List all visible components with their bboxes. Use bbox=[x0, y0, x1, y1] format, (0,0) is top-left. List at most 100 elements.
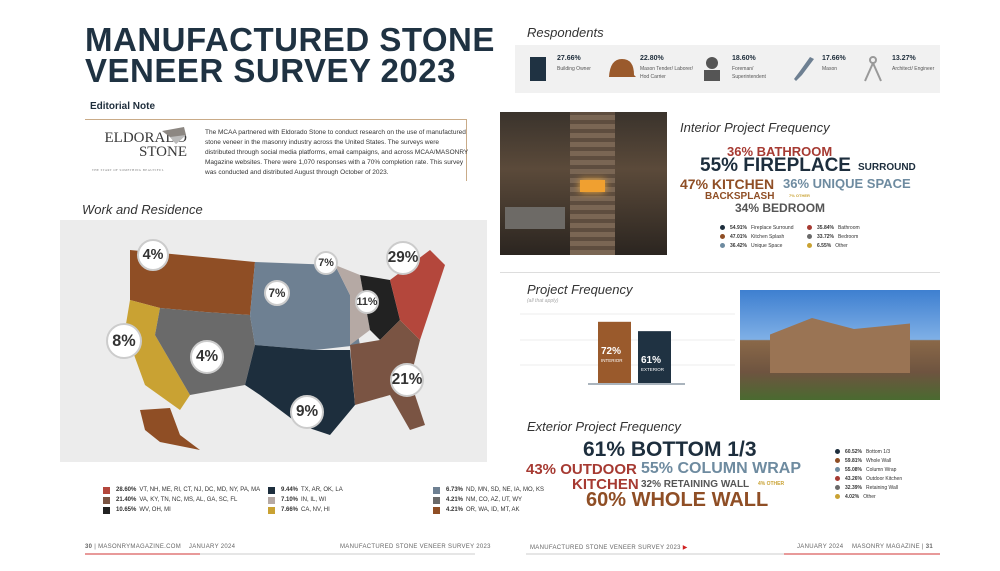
divider bbox=[500, 272, 940, 273]
legend-pct: 7.10% bbox=[281, 497, 299, 503]
legend-label: Kitchen Splash bbox=[750, 233, 785, 240]
legend-states: WV, OH, MI bbox=[139, 507, 171, 513]
legend-pct: 55.08% bbox=[845, 466, 862, 473]
legend-states: NM, CO, AZ, UT, WY bbox=[466, 497, 523, 503]
legend-swatch bbox=[433, 486, 440, 494]
respondent-pct: 22.80% bbox=[640, 55, 664, 62]
editorial-text: The MCAA partnered with Eldorado Stone t… bbox=[205, 129, 469, 176]
respondent-item: 13.27% Architect/ Engineer bbox=[860, 55, 947, 82]
project-title: Project Frequency bbox=[527, 282, 633, 297]
legend-item: 43.26% Outdoor Kitchen bbox=[835, 474, 902, 483]
title-line-1: MANUFACTURED STONE bbox=[85, 21, 495, 58]
house-photo bbox=[740, 290, 940, 400]
legend-label: Outdoor Kitchen bbox=[865, 475, 903, 482]
trowel-icon bbox=[790, 55, 816, 81]
word-kitchen: 47% KITCHEN bbox=[680, 176, 775, 192]
legend-item: 36.42% Unique Space bbox=[720, 241, 782, 250]
page-number: 30 bbox=[85, 544, 93, 550]
footer-left: 30 | MASONRYMAGAZINE.COM JANUARY 2024 bbox=[85, 544, 236, 550]
legend-pct: 10.65% bbox=[116, 507, 137, 513]
legend-pct: 7.66% bbox=[281, 507, 299, 513]
footer-section-r: MANUFACTURED STONE VENEER SURVEY 2023 bbox=[530, 545, 681, 551]
legend-states: TX, AR, OK, LA bbox=[301, 487, 343, 493]
bar-value-label: 72% bbox=[601, 346, 621, 357]
legend-pct: 35.84% bbox=[817, 224, 834, 231]
legend-pct: 47.01% bbox=[730, 233, 747, 240]
legend-states: OR, WA, ID, MT, AK bbox=[466, 507, 520, 513]
legend-swatch bbox=[268, 506, 275, 514]
legend-pct: 4.02% bbox=[845, 493, 860, 500]
footer-rule-r bbox=[526, 553, 940, 555]
word-bottom: 61% BOTTOM 1/3 bbox=[583, 438, 757, 461]
legend-dot bbox=[807, 243, 812, 248]
legend-states: CA, NV, HI bbox=[301, 507, 330, 513]
legend-item: 32.39% Retaining Wall bbox=[835, 483, 898, 492]
legend-item: 28.60% VT, NH, ME, RI, CT, NJ, DC, MD, NY… bbox=[103, 485, 260, 495]
map-bubble: 29% bbox=[386, 241, 420, 275]
legend-item: 4.21% NM, CO, AZ, UT, WY bbox=[433, 495, 522, 505]
legend-label: Bathroom bbox=[837, 224, 860, 231]
bar-category-label: INTERIOR bbox=[601, 358, 623, 363]
legend-dot bbox=[807, 234, 812, 239]
legend-swatch bbox=[103, 496, 110, 504]
legend-item: 4.21% OR, WA, ID, MT, AK bbox=[433, 505, 519, 515]
legend-pct: 32.39% bbox=[845, 484, 862, 491]
map-bubble: 4% bbox=[190, 340, 224, 374]
legend-swatch bbox=[103, 486, 110, 494]
legend-item: 9.44% TX, AR, OK, LA bbox=[268, 485, 343, 495]
fireplace-photo bbox=[500, 112, 667, 255]
interior-title: Interior Project Frequency bbox=[680, 120, 830, 135]
footer-date: JANUARY 2024 bbox=[188, 544, 236, 550]
legend-item: 47.01% Kitchen Splash bbox=[720, 232, 784, 241]
word-bedroom: 34% BEDROOM bbox=[735, 201, 826, 215]
legend-dot bbox=[807, 225, 812, 230]
legend-pct: 33.72% bbox=[817, 233, 834, 240]
building-icon bbox=[525, 55, 551, 81]
legend-swatch bbox=[103, 506, 110, 514]
respondent-pct: 17.66% bbox=[822, 55, 846, 62]
respondent-pct: 18.60% bbox=[732, 55, 756, 62]
respondent-text: 27.66% Building Owner bbox=[557, 55, 612, 73]
legend-item: 59.81% Whole Wall bbox=[835, 456, 891, 465]
word-outdoor: 43% OUTDOOR bbox=[526, 461, 637, 478]
region-alaska bbox=[140, 408, 200, 450]
project-subtitle: (all that apply) bbox=[527, 298, 559, 304]
legend-swatch bbox=[433, 496, 440, 504]
respondent-pct: 13.27% bbox=[892, 55, 916, 62]
footer-rule bbox=[85, 553, 475, 555]
hard-hat-icon bbox=[608, 55, 636, 81]
legend-pct: 43.26% bbox=[845, 475, 862, 482]
region-west bbox=[125, 300, 190, 410]
legend-label: Other bbox=[835, 242, 848, 249]
legend-item: 6.73% ND, MN, SD, NE, IA, MO, KS bbox=[433, 485, 544, 495]
map-bubble: 4% bbox=[137, 239, 169, 271]
region-southeast bbox=[350, 320, 425, 430]
word-other: 7% OTHER bbox=[789, 193, 810, 198]
word-column-wrap: 55% COLUMN WRAP bbox=[641, 460, 802, 477]
respondent-text: 17.66% Mason bbox=[822, 55, 877, 73]
section-title-work-residence: Work and Residence bbox=[82, 202, 203, 217]
map-bubble: 7% bbox=[264, 280, 290, 306]
respondent-text: 18.60% Foreman/ Superintendent bbox=[732, 55, 787, 81]
respondent-item: 18.60% Foreman/ Superintendent bbox=[700, 55, 787, 81]
legend-pct: 4.21% bbox=[446, 497, 464, 503]
legend-label: Whole Wall bbox=[865, 457, 892, 464]
legend-dot bbox=[720, 225, 725, 230]
legend-pct: 59.81% bbox=[845, 457, 862, 464]
footer-magazine-name: MASONRY MAGAZINE bbox=[852, 544, 920, 550]
legend-label: Fireplace Surround bbox=[750, 224, 794, 231]
word-backsplash: BACKSPLASH bbox=[705, 191, 775, 202]
footer-site: MASONRYMAGAZINE.COM bbox=[98, 544, 182, 550]
respondents-title: Respondents bbox=[527, 25, 604, 40]
map-bubble: 9% bbox=[290, 395, 324, 429]
legend-dot bbox=[835, 476, 840, 481]
legend-item: 54.91% Fireplace Surround bbox=[720, 223, 794, 232]
legend-dot bbox=[720, 234, 725, 239]
logo-tagline: THE START OF SOMETHING BEAUTIFUL bbox=[92, 168, 165, 172]
word-whole-wall: 60% WHOLE WALL bbox=[586, 489, 769, 511]
editorial-label: Editorial Note bbox=[90, 101, 156, 112]
legend-item: 10.65% WV, OH, MI bbox=[103, 505, 171, 515]
map-bubble: 11% bbox=[355, 290, 379, 314]
legend-item: 4.02% Other bbox=[835, 492, 876, 501]
legend-item: 7.66% CA, NV, HI bbox=[268, 505, 330, 515]
